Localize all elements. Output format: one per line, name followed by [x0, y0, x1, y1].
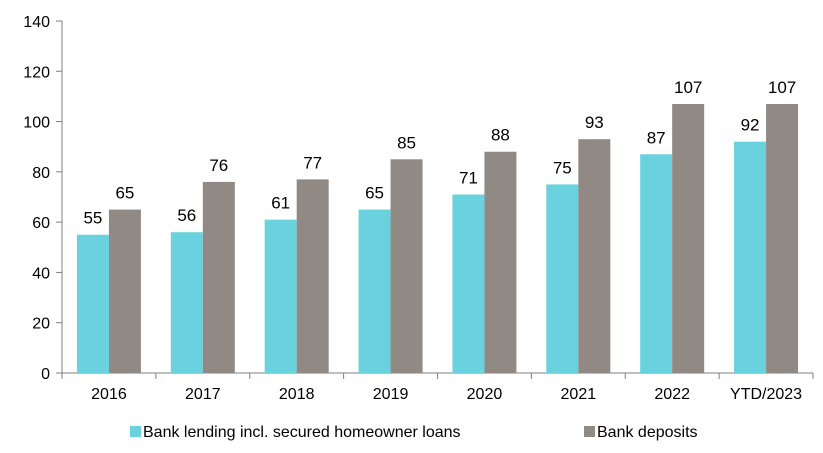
legend-label: Bank deposits — [597, 424, 698, 441]
x-tick-label: 2018 — [279, 386, 315, 403]
bar-deposits — [108, 209, 141, 373]
data-labels: 55 65 56 76 61 77 65 85 71 88 75 93 87 107 92 107 — [83, 78, 796, 228]
legend-swatch — [130, 426, 141, 437]
data-label: 107 — [674, 78, 702, 97]
y-tick-label: 100 — [23, 115, 50, 132]
bar-deposits — [202, 181, 235, 373]
bar-lending — [640, 154, 673, 373]
data-label: 65 — [365, 184, 384, 203]
y-tick-label: 60 — [32, 215, 50, 232]
data-label: 77 — [303, 153, 322, 172]
bar-deposits — [672, 103, 705, 373]
x-tick-label: 2017 — [185, 386, 221, 403]
y-tick-label: 20 — [32, 316, 50, 333]
data-label: 88 — [491, 126, 510, 145]
x-tick-label: 2020 — [467, 386, 503, 403]
bar-deposits — [296, 179, 329, 373]
y-tick-label: 40 — [32, 265, 50, 282]
y-tick-label: 140 — [23, 14, 50, 31]
bar-lending — [734, 141, 767, 373]
data-label: 107 — [768, 78, 796, 97]
axes: 0 20 40 60 80 100 120 140 2016 2017 2018 2019 2020 20… — [23, 14, 814, 403]
bar-lending — [546, 184, 579, 373]
y-tick-label: 80 — [32, 165, 50, 182]
x-tick-label: 2022 — [654, 386, 690, 403]
data-label: 92 — [741, 116, 760, 135]
y-tick-label: 120 — [23, 64, 50, 81]
legend-swatch — [584, 426, 595, 437]
x-tick-label: 2016 — [91, 386, 127, 403]
data-label: 71 — [459, 168, 478, 187]
data-label: 56 — [177, 206, 196, 225]
bar-deposits — [766, 103, 799, 373]
data-label: 85 — [397, 133, 416, 152]
bar-deposits — [484, 151, 517, 373]
bar-deposits — [390, 159, 423, 373]
legend-label: Bank lending incl. secured homeowner loa… — [143, 424, 461, 441]
y-tick-label: 0 — [41, 366, 50, 383]
legend: Bank lending incl. secured homeowner loa… — [130, 424, 698, 441]
data-label: 87 — [647, 128, 666, 147]
data-label: 65 — [115, 184, 134, 203]
x-tick-label: YTD/2023 — [730, 386, 802, 403]
bars — [76, 103, 799, 373]
bar-deposits — [578, 139, 611, 373]
bar-lending — [452, 194, 485, 373]
data-label: 93 — [585, 113, 604, 132]
x-tick-label: 2021 — [561, 386, 597, 403]
data-label: 61 — [271, 194, 290, 213]
bar-lending — [76, 234, 109, 373]
data-label: 55 — [83, 209, 102, 228]
x-tick-label: 2019 — [373, 386, 409, 403]
bar-lending — [264, 219, 297, 373]
data-label: 75 — [553, 158, 572, 177]
data-label: 76 — [209, 156, 228, 175]
bar-lending — [170, 232, 203, 373]
bar-lending — [358, 209, 391, 373]
